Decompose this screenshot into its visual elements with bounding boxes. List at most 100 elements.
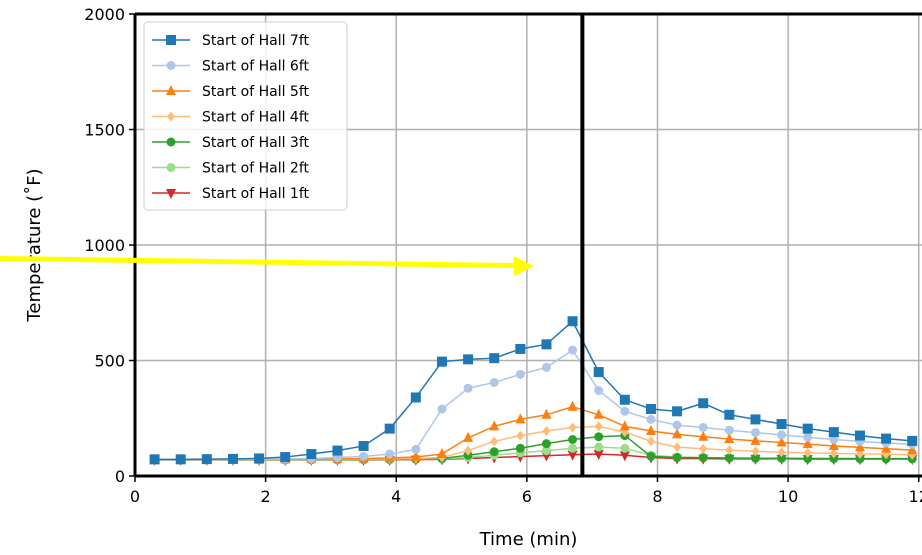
data-point [332, 445, 343, 456]
data-point [464, 445, 473, 456]
data-point [227, 453, 238, 464]
data-point [698, 453, 708, 463]
data-point [516, 430, 525, 441]
x-axis-label: Time (min) [479, 529, 578, 550]
tick-labels: 0 2 4 6 8 10 12 0 500 1000 1500 2000 [84, 5, 922, 506]
legend-box [143, 21, 348, 211]
data-point [515, 413, 526, 424]
data-point [254, 453, 265, 464]
legend-label: Start of Hall 2ft [202, 161, 310, 177]
series-start-of-hall-5ft [149, 400, 918, 464]
data-point [829, 435, 839, 445]
data-point [672, 453, 682, 463]
data-point [698, 398, 709, 409]
legend-entry: Start of Hall 5ft [152, 84, 310, 100]
data-point [175, 454, 186, 465]
data-point [777, 447, 786, 458]
data-point [672, 420, 682, 430]
data-point [149, 454, 160, 465]
data-point [750, 428, 760, 438]
data-point [567, 400, 578, 411]
data-point [201, 454, 212, 465]
data-point [358, 440, 369, 451]
data-point [411, 444, 421, 454]
data-point [698, 430, 709, 441]
data-point [619, 394, 630, 405]
legend-label: Start of Hall 3ft [202, 135, 310, 151]
x-tick-label: 10 [778, 487, 798, 506]
legend-entry: Start of Hall 4ft [152, 110, 310, 126]
legend-marker [166, 85, 176, 95]
data-point [593, 408, 604, 419]
data-point [593, 450, 604, 461]
data-point [541, 439, 551, 449]
data-point [907, 444, 918, 455]
data-point [724, 453, 734, 463]
data-point [750, 434, 761, 445]
x-tick-label: 8 [652, 487, 662, 506]
data-point [463, 383, 473, 393]
data-point [385, 449, 395, 459]
data-point [515, 443, 525, 453]
data-point [489, 447, 499, 457]
data-point [802, 438, 813, 449]
legend-marker [167, 111, 175, 122]
y-tick-label: 0 [115, 467, 125, 486]
annotation-arrow [0, 256, 534, 277]
data-point [750, 414, 761, 425]
legend-label: Start of Hall 5ft [202, 84, 310, 100]
data-point [724, 425, 734, 435]
data-point [515, 343, 526, 354]
data-point [750, 453, 760, 463]
x-tick-label: 2 [261, 487, 271, 506]
data-point [829, 453, 839, 463]
data-point [567, 450, 578, 461]
data-point [646, 451, 656, 461]
data-point [803, 447, 812, 458]
series-layer [149, 316, 918, 466]
y-tick-label: 2000 [84, 5, 125, 24]
legend-marker [166, 61, 176, 70]
data-point [436, 356, 447, 367]
data-point [829, 448, 838, 459]
data-point [645, 424, 656, 435]
data-point [384, 423, 395, 434]
legend-entry: Start of Hall 6ft [152, 59, 310, 75]
data-point [568, 435, 578, 445]
series-start-of-hall-7ft [149, 316, 918, 465]
legend-label: Start of Hall 7ft [202, 33, 310, 49]
arrow-shaft [0, 256, 520, 269]
x-tick-label: 0 [130, 487, 140, 506]
data-point [593, 367, 604, 378]
data-point [490, 436, 499, 447]
data-point [619, 451, 630, 462]
legend-label: Start of Hall 1ft [202, 186, 310, 202]
legend-marker [166, 35, 176, 45]
data-point [673, 442, 682, 453]
data-point [306, 449, 317, 460]
data-point [541, 339, 552, 350]
data-point [724, 409, 735, 420]
series-line [154, 320, 913, 461]
data-point [594, 421, 603, 432]
legend-entry: Start of Hall 7ft [152, 33, 310, 49]
data-point [489, 377, 499, 387]
legend: Start of Hall 7ft Start of Hall 6ft Start … [143, 21, 348, 211]
data-point [568, 422, 577, 433]
data-point [881, 433, 892, 444]
data-point [672, 428, 683, 439]
data-point [777, 430, 787, 440]
data-point [359, 451, 369, 461]
data-point [854, 441, 865, 452]
data-point [542, 425, 551, 436]
data-point [463, 431, 474, 442]
data-point [620, 443, 630, 453]
y-axis-label: Temperature (˚F) [24, 168, 45, 322]
data-point [881, 442, 892, 453]
data-point [437, 404, 447, 414]
legend-marker [166, 137, 176, 147]
x-tick-label: 12 [909, 487, 922, 506]
data-point [436, 448, 447, 459]
legend-label: Start of Hall 6ft [202, 59, 310, 75]
